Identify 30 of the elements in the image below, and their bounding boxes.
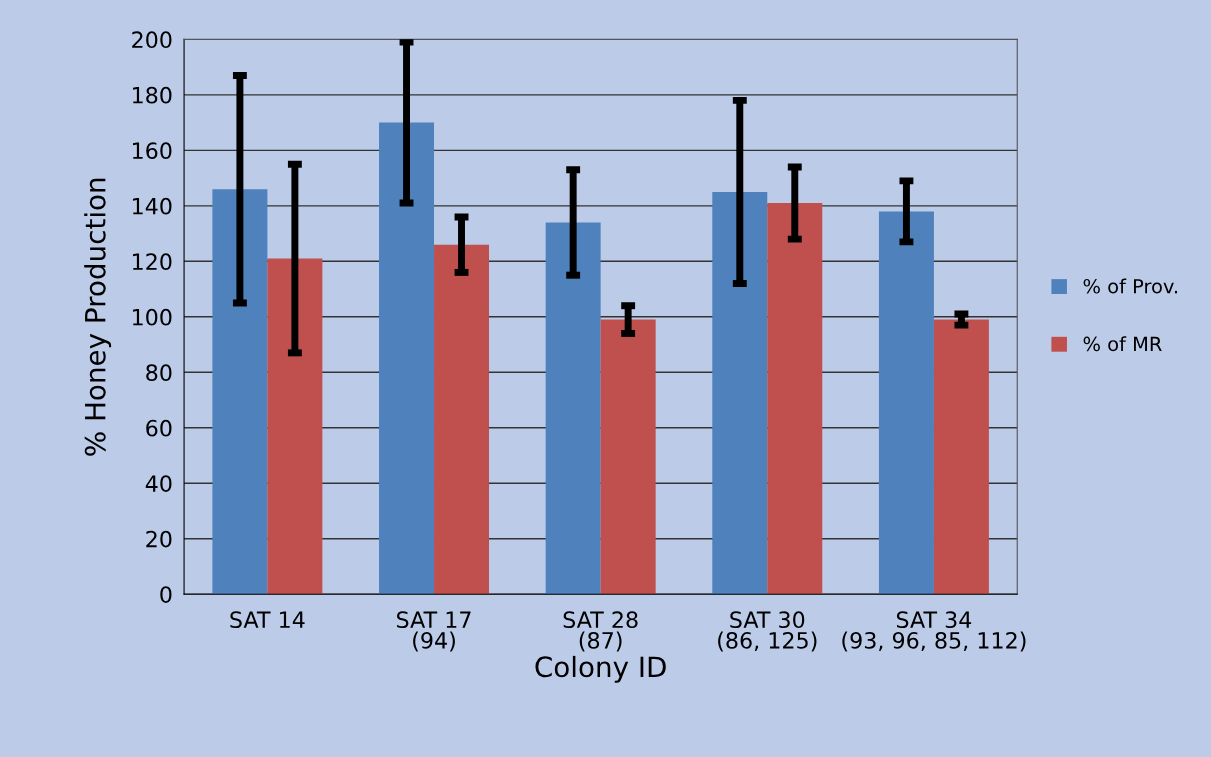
- y-tick-label: 80: [146, 364, 172, 382]
- x-tick-label: SAT 28 (87): [563, 611, 638, 652]
- bar: [212, 189, 268, 595]
- bar: [933, 319, 989, 595]
- bar: [545, 222, 601, 595]
- y-tick-label: 20: [146, 530, 172, 548]
- y-tick-label: 120: [132, 253, 172, 271]
- bar: [767, 203, 823, 595]
- y-tick-label: 60: [146, 419, 172, 437]
- bar: [600, 319, 656, 595]
- bar: [434, 244, 490, 595]
- y-tick-label: 200: [132, 31, 172, 49]
- y-tick-label: 140: [132, 197, 172, 215]
- x-axis-title: Colony ID: [535, 655, 666, 683]
- y-tick-label: 40: [145, 475, 172, 493]
- x-tick-label: SAT 17 (94): [397, 611, 471, 652]
- legend-label: % of Prov.: [1083, 278, 1178, 294]
- y-tick-label: 160: [132, 142, 172, 160]
- x-tick-label: SAT 34 (93, 96, 85, 112): [842, 611, 1026, 652]
- y-axis-title: % Honey Production: [84, 178, 112, 456]
- bar: [878, 211, 934, 595]
- y-tick-label: 180: [132, 86, 172, 104]
- bar: [267, 258, 323, 595]
- bar: [712, 191, 768, 595]
- bar: [379, 122, 435, 595]
- y-tick-label: 100: [132, 308, 172, 326]
- y-tick-label: 0: [160, 586, 172, 603]
- x-tick-label: SAT 14: [230, 611, 305, 629]
- x-tick-label: SAT 30 (86, 125): [718, 611, 817, 652]
- legend-label: % of MR: [1083, 336, 1162, 352]
